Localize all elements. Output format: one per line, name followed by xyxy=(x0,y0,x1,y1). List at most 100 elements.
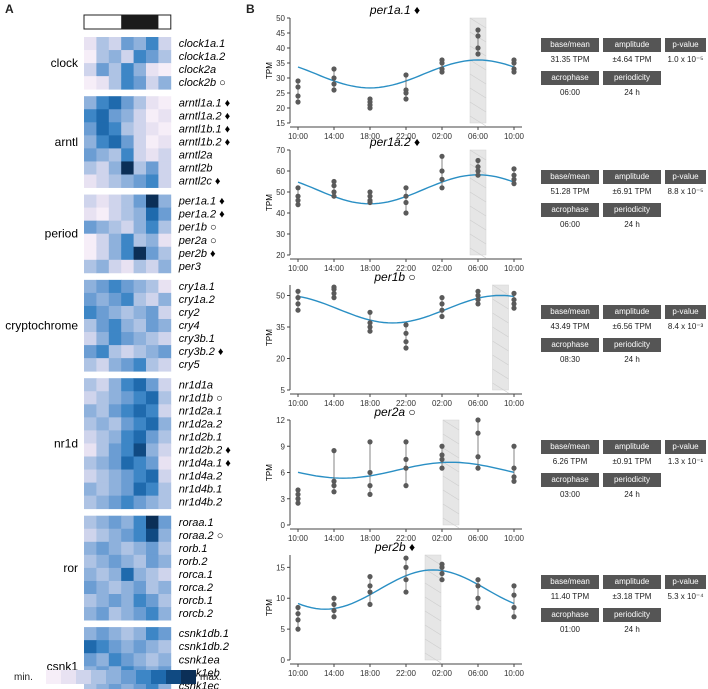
heatmap-cell xyxy=(133,174,147,188)
heatmap-cell xyxy=(108,259,122,274)
heatmap-cell xyxy=(133,233,147,248)
data-point xyxy=(511,583,517,589)
heatmap-cell xyxy=(158,607,172,621)
acrophase-label: acrophase xyxy=(541,338,599,352)
heatmap-cell xyxy=(121,495,134,510)
data-point xyxy=(475,301,481,307)
heatmap-cell xyxy=(133,63,147,77)
shade-hatch xyxy=(442,419,460,431)
gene-label: arntl2a xyxy=(179,149,213,161)
data-point xyxy=(367,483,373,489)
heatmap-cell xyxy=(158,233,172,248)
shade-hatch xyxy=(469,205,487,217)
heatmap-cell xyxy=(146,495,159,510)
heatmap-cell xyxy=(146,554,159,569)
acrophase-label: acrophase xyxy=(541,203,599,217)
heatmap-cell xyxy=(121,640,134,654)
scale-swatch xyxy=(136,670,151,684)
heatmap-cell xyxy=(146,378,159,392)
heatmap-cell xyxy=(121,161,134,175)
data-point xyxy=(367,320,373,326)
heatmap-cell xyxy=(133,391,147,405)
heatmap-cell xyxy=(121,607,134,621)
gene-label: per2a ○ xyxy=(178,235,217,247)
data-point xyxy=(439,295,445,301)
heatmap-cell xyxy=(84,580,97,595)
data-point xyxy=(403,199,409,206)
data-point xyxy=(439,185,445,191)
data-point xyxy=(331,189,337,195)
base-mean-value: 11.40 TPM xyxy=(550,592,590,601)
heatmap-cell xyxy=(158,332,172,346)
data-point xyxy=(331,601,337,608)
heatmap-cell xyxy=(133,495,147,510)
x-tick-label: 18:00 xyxy=(360,669,381,678)
heatmap-cell xyxy=(84,417,97,431)
heatmap-cell xyxy=(121,456,134,470)
heatmap-cell xyxy=(158,417,172,431)
heatmap-cell xyxy=(84,679,97,689)
x-tick-label: 10:00 xyxy=(504,399,525,408)
heatmap-cell xyxy=(133,122,147,136)
group-label: period xyxy=(45,227,78,241)
data-point xyxy=(475,164,481,170)
shade-hatch xyxy=(492,298,509,310)
heatmap-cell xyxy=(108,305,122,320)
heatmap-cell xyxy=(121,345,134,359)
gene-label: cry5 xyxy=(179,359,201,371)
y-tick-label: 0 xyxy=(281,656,286,665)
heatmap-cell xyxy=(158,148,172,162)
heatmap-cell xyxy=(108,482,122,497)
gene-label: nr1d2a.1 xyxy=(179,405,222,417)
data-point xyxy=(475,583,481,589)
heatmap-cell xyxy=(108,63,122,77)
heatmap-cell xyxy=(96,607,110,621)
heatmap-cell xyxy=(146,443,159,457)
heatmap-cell xyxy=(133,305,147,320)
heatmap-cell xyxy=(146,220,159,235)
shade-hatch xyxy=(492,382,509,394)
heatmap-cell xyxy=(133,580,147,595)
heatmap-cell xyxy=(84,122,97,136)
data-point xyxy=(295,496,301,502)
heatmap-cell xyxy=(158,554,172,569)
heatmap-cell xyxy=(96,148,110,162)
heatmap-cell xyxy=(108,404,122,418)
gene-label: per1a.1 ♦ xyxy=(178,196,225,208)
gene-label: per3 xyxy=(178,261,202,273)
shade-hatch xyxy=(492,284,509,296)
heatmap-cell xyxy=(108,417,122,431)
data-point xyxy=(439,443,445,449)
data-point xyxy=(439,301,445,307)
data-point xyxy=(475,297,481,303)
gene-label: cry1a.2 xyxy=(179,294,215,306)
heatmap-cell xyxy=(121,122,134,136)
data-point xyxy=(439,561,445,567)
heatmap-cell xyxy=(96,417,110,431)
heatmap-cell xyxy=(84,259,97,274)
heatmap-cell xyxy=(121,292,134,307)
y-tick-label: 10 xyxy=(276,594,285,603)
x-tick-label: 14:00 xyxy=(324,669,345,678)
base-mean-label: base/mean xyxy=(541,440,599,454)
data-point xyxy=(295,301,301,307)
heatmap-cell xyxy=(108,515,122,530)
heatmap-cell xyxy=(121,653,134,667)
heatmap-cell xyxy=(146,174,159,188)
heatmap-cell xyxy=(146,580,159,595)
heatmap-cell xyxy=(146,50,159,64)
heatmap-cell xyxy=(133,332,147,346)
heatmap-cell xyxy=(121,515,134,530)
data-point xyxy=(331,614,337,620)
data-point xyxy=(439,168,445,174)
data-point xyxy=(475,454,481,460)
heatmap-cell xyxy=(133,567,147,582)
heatmap-cell xyxy=(158,135,172,149)
scale-swatch xyxy=(181,670,196,684)
periodicity-label: periodicity xyxy=(603,608,661,622)
data-point xyxy=(367,583,373,589)
heatmap-cell xyxy=(96,640,110,654)
heatmap-cell xyxy=(84,279,97,294)
heatmap-cell xyxy=(96,391,110,405)
heatmap-cell xyxy=(121,541,134,556)
